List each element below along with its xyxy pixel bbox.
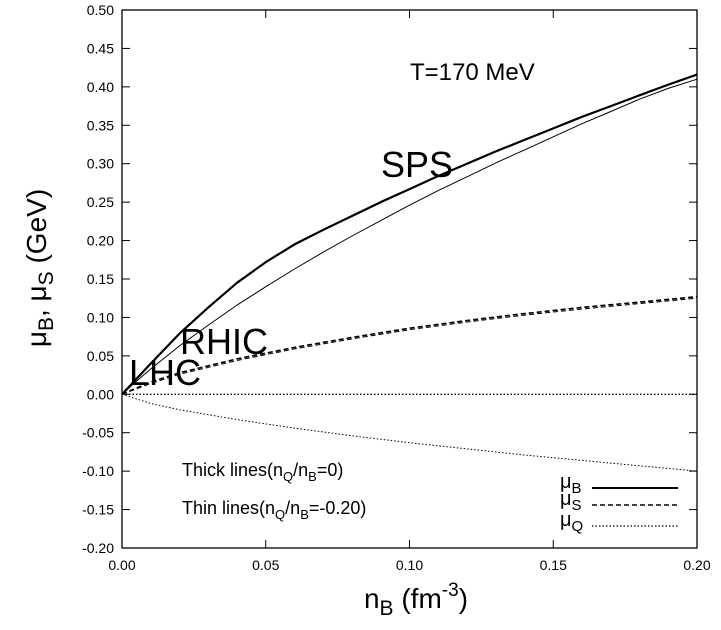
thick-note-a: Thick lines(n	[182, 460, 283, 480]
thin-note-a: Thin lines(n	[182, 498, 275, 518]
y-tick-label: 0.20	[87, 233, 114, 249]
y-tick-label: 0.25	[87, 194, 114, 210]
x-axis-label-end: )	[459, 583, 468, 614]
thin-note-sub-b: B	[300, 507, 309, 522]
x-axis-label-sup: -3	[442, 580, 459, 601]
y-tick-label: 0.10	[87, 309, 114, 325]
legend-label-mu-q: μQ	[560, 509, 583, 535]
y-tick-label: 0.40	[87, 79, 114, 95]
y-tick-label: -0.20	[82, 540, 114, 556]
temperature-annotation: T=170 MeV	[410, 59, 535, 86]
legend: μB μS μQ	[560, 471, 678, 535]
x-tick-label: 0.10	[396, 557, 423, 573]
y-tick-label: 0.45	[87, 40, 114, 56]
y-tick-label: 0.05	[87, 348, 114, 364]
sps-annotation: SPS	[381, 144, 453, 185]
series-line-mu-b-thick	[121, 73, 698, 396]
thick-note-c: =0)	[317, 460, 344, 480]
legend-label-mu-s: μS	[560, 488, 582, 514]
x-axis-label: nB (fm-3)	[364, 580, 468, 620]
y-axis-label-sub-b: B	[35, 317, 58, 331]
y-tick-label: 0.30	[87, 156, 114, 172]
lhc-annotation: LHC	[129, 352, 201, 393]
series-line-mu-s-thick	[121, 295, 698, 396]
thin-note-b: /n	[285, 498, 300, 518]
y-tick-label: -0.05	[82, 425, 114, 441]
thick-note-sub-q: Q	[283, 469, 293, 484]
x-tick-label: 0.20	[683, 557, 710, 573]
series-line-mu-q-thin	[121, 393, 698, 472]
y-tick-label: -0.15	[82, 502, 114, 518]
plot-lines	[121, 73, 698, 472]
y-axis-label-sub-s: S	[35, 271, 58, 285]
rhic-annotation: RHIC	[180, 321, 268, 362]
thick-lines-note: Thick lines(nQ/nB=0)	[182, 460, 343, 484]
y-axis-label-mu-b: μ	[21, 331, 52, 347]
x-tick-label: 0.00	[108, 557, 135, 573]
thick-note-sub-b: B	[308, 469, 317, 484]
series-line-mu-b-thin	[121, 78, 698, 395]
thin-note-c: =-0.20)	[309, 498, 367, 518]
y-tick-label: 0.15	[87, 271, 114, 287]
x-tick-label: 0.15	[540, 557, 567, 573]
y-tick-label: 0.35	[87, 117, 114, 133]
x-axis-label-base: n	[364, 583, 380, 614]
y-tick-label: -0.10	[82, 463, 114, 479]
series-line-mu-s-thin	[121, 297, 698, 395]
legend-label-mu-b: μB	[560, 471, 582, 497]
y-axis-label-unit: (GeV)	[21, 189, 52, 271]
x-tick-label: 0.05	[252, 557, 279, 573]
y-tick-label: 0.50	[87, 2, 114, 18]
thick-note-b: /n	[293, 460, 308, 480]
x-axis-label-sub: B	[380, 597, 394, 620]
x-axis-label-tail: (fm	[394, 583, 442, 614]
y-axis-label: μB, μS (GeV)	[21, 189, 58, 347]
thin-lines-note: Thin lines(nQ/nB=-0.20)	[182, 498, 366, 522]
y-tick-label: 0.00	[87, 386, 114, 402]
thin-note-sub-q: Q	[275, 507, 285, 522]
axis-ticks	[121, 9, 698, 549]
y-axis-label-mu-s: , μ	[21, 285, 52, 317]
axis-tick-labels: -0.20 -0.15 -0.10 -0.05 0.00 0.05 0.10 0.15 0.20…	[82, 2, 711, 573]
